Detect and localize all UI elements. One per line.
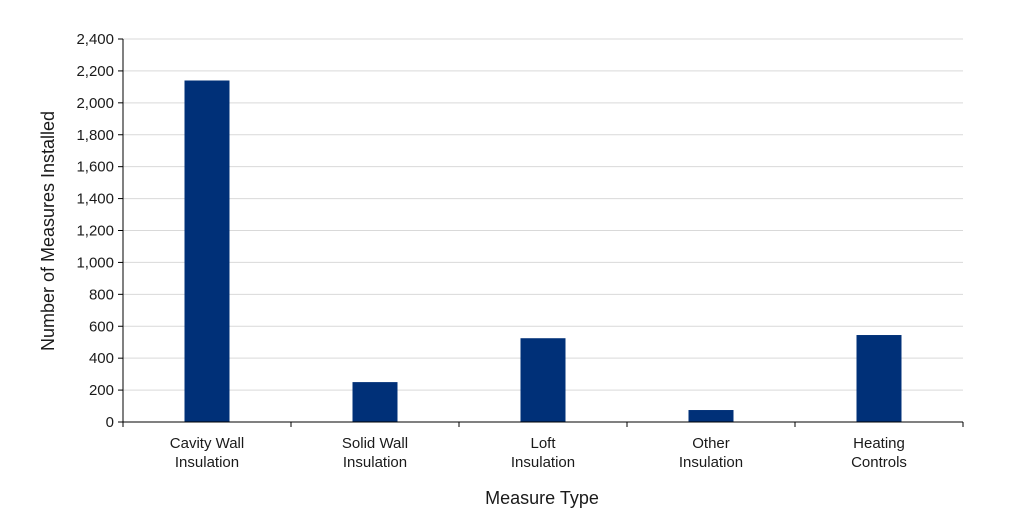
x-category-label: Other Insulation — [679, 435, 743, 471]
y-tick-label: 200 — [89, 382, 114, 399]
y-tick-label: 1,200 — [76, 223, 114, 240]
bar — [184, 80, 230, 422]
bar — [856, 335, 902, 422]
x-category-label: Heating Controls — [851, 435, 907, 471]
bar — [688, 410, 734, 422]
y-axis-title: Number of Measures Installed — [38, 111, 58, 351]
y-tick-label: 400 — [89, 350, 114, 367]
x-category-label: Cavity Wall Insulation — [170, 435, 244, 471]
x-category-label: Solid Wall Insulation — [342, 435, 408, 471]
y-tick-label: 2,200 — [76, 63, 114, 80]
y-tick-label: 1,600 — [76, 159, 114, 176]
y-tick-label: 1,000 — [76, 254, 114, 271]
y-tick-label: 2,000 — [76, 95, 114, 112]
x-category-labels: Cavity Wall Insulation Solid Wall Insulatio… — [170, 435, 907, 471]
y-tick-label: 600 — [89, 318, 114, 335]
y-tick-label: 800 — [89, 286, 114, 303]
y-tick-label: 1,400 — [76, 191, 114, 208]
gridlines — [123, 38, 963, 391]
x-axis-title: Measure Type — [485, 488, 599, 508]
y-tick-label: 2,400 — [76, 31, 114, 48]
y-tick-label: 1,800 — [76, 127, 114, 144]
y-tick-label: 0 — [106, 414, 114, 431]
bar — [352, 382, 398, 422]
x-category-label: Loft Insulation — [511, 435, 575, 471]
bar — [520, 338, 566, 422]
bars — [184, 80, 902, 422]
y-tick-labels: 0 200 400 600 800 1,000 1,200 1,400 1,600 1,800 2,… — [76, 31, 114, 431]
axes — [118, 38, 964, 427]
